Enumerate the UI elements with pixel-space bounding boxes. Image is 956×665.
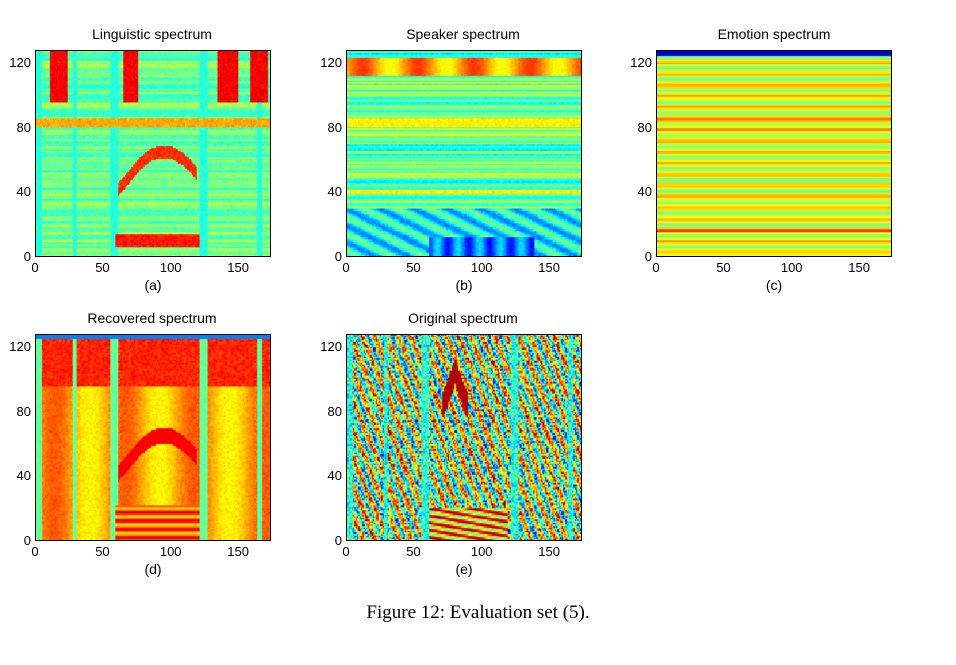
x-tick-label: 50 bbox=[95, 544, 110, 559]
y-tick-label: 80 bbox=[16, 119, 31, 135]
chart-title: Emotion spectrum bbox=[717, 26, 831, 42]
heatmap-emotion bbox=[656, 50, 892, 257]
y-tick-label: 0 bbox=[334, 533, 342, 548]
y-tick-label: 80 bbox=[327, 403, 342, 419]
y-tick-label: 120 bbox=[630, 54, 652, 70]
y-tick-label: 120 bbox=[9, 54, 31, 70]
y-tick-label: 0 bbox=[644, 249, 652, 264]
y-tick-label: 40 bbox=[637, 184, 652, 200]
subfigure-label: (b) bbox=[455, 277, 473, 293]
x-tick-label: 50 bbox=[95, 260, 110, 275]
x-tick-label: 0 bbox=[31, 260, 39, 275]
x-tick-label: 100 bbox=[780, 260, 803, 275]
heatmap-recovered bbox=[35, 334, 271, 541]
subfigure-label: (d) bbox=[144, 561, 162, 577]
figure-caption: Figure 12: Evaluation set (5). bbox=[366, 602, 590, 623]
x-tick-label: 50 bbox=[406, 544, 421, 559]
y-tick-label: 0 bbox=[334, 249, 342, 264]
subfigure-label: (c) bbox=[765, 277, 783, 293]
y-tick-label: 40 bbox=[327, 184, 342, 200]
x-tick-label: 0 bbox=[652, 260, 660, 275]
x-tick-label: 0 bbox=[342, 260, 350, 275]
y-tick-label: 40 bbox=[16, 468, 31, 484]
y-tick-label: 80 bbox=[327, 119, 342, 135]
x-tick-label: 100 bbox=[159, 260, 182, 275]
y-tick-label: 80 bbox=[16, 403, 31, 419]
heatmap-linguistic bbox=[35, 50, 271, 257]
heatmap-original bbox=[346, 334, 582, 541]
x-tick-label: 150 bbox=[227, 260, 249, 275]
y-tick-label: 40 bbox=[327, 468, 342, 484]
x-tick-label: 100 bbox=[159, 544, 182, 559]
chart-title: Speaker spectrum bbox=[406, 26, 520, 42]
y-tick-label: 80 bbox=[637, 119, 652, 135]
subfigure-label: (a) bbox=[144, 277, 162, 293]
x-tick-label: 0 bbox=[342, 544, 350, 559]
subfigure-label: (e) bbox=[455, 561, 473, 577]
y-tick-label: 120 bbox=[9, 338, 31, 354]
y-tick-label: 120 bbox=[320, 338, 342, 354]
heatmap-speaker bbox=[346, 50, 582, 257]
y-tick-label: 0 bbox=[23, 533, 31, 548]
chart-title: Linguistic spectrum bbox=[92, 26, 212, 42]
x-tick-label: 150 bbox=[538, 544, 560, 559]
x-tick-label: 150 bbox=[538, 260, 560, 275]
x-tick-label: 100 bbox=[470, 544, 493, 559]
y-tick-label: 0 bbox=[23, 249, 31, 264]
x-tick-label: 150 bbox=[227, 544, 249, 559]
y-tick-label: 120 bbox=[320, 54, 342, 70]
x-tick-label: 100 bbox=[470, 260, 493, 275]
x-tick-label: 150 bbox=[848, 260, 870, 275]
chart-title: Original spectrum bbox=[408, 310, 518, 326]
x-tick-label: 50 bbox=[716, 260, 731, 275]
x-tick-label: 50 bbox=[406, 260, 421, 275]
x-tick-label: 0 bbox=[31, 544, 39, 559]
chart-title: Recovered spectrum bbox=[87, 310, 217, 326]
y-tick-label: 40 bbox=[16, 184, 31, 200]
